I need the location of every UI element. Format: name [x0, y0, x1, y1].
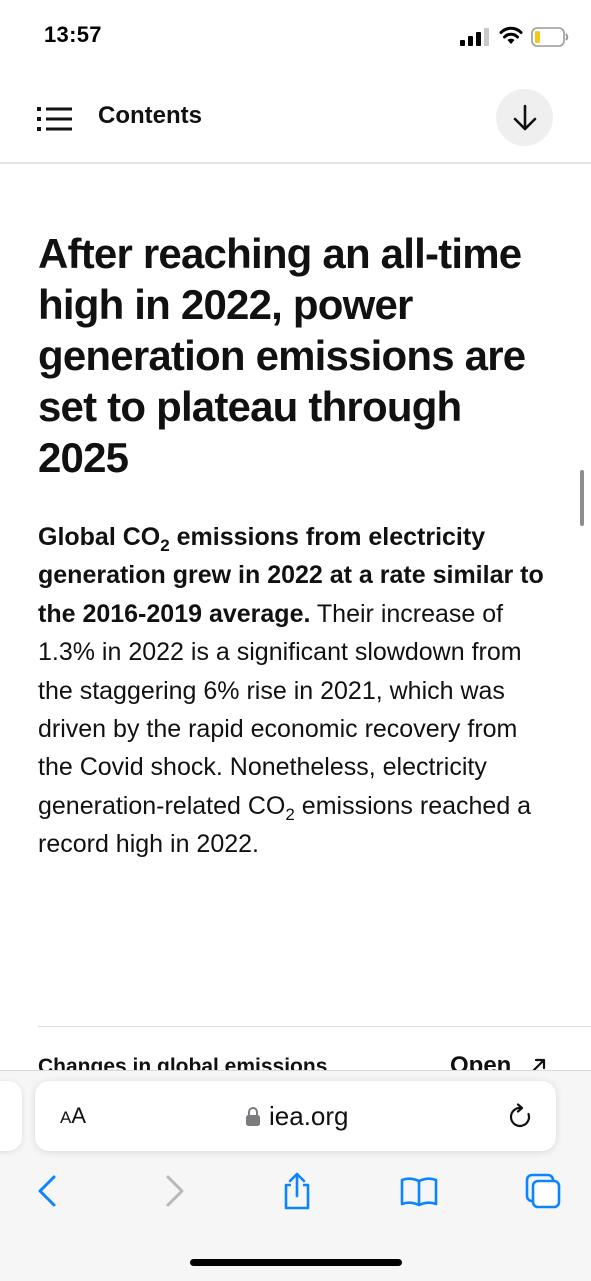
list-icon[interactable]	[37, 106, 73, 132]
status-bar: 13:57	[0, 0, 591, 70]
battery-icon	[531, 27, 569, 47]
tabs-icon[interactable]	[523, 1171, 563, 1211]
contents-button[interactable]: Contents	[98, 102, 202, 129]
share-icon[interactable]	[277, 1171, 317, 1211]
download-button[interactable]	[496, 89, 553, 146]
body-text-1: Their increase of 1.3% in 2022 is a sign…	[38, 599, 522, 820]
article-headline: After reaching an all-time high in 2022,…	[38, 230, 526, 481]
body-text-2: emissions reached a record high in 2022.	[38, 791, 532, 859]
lead-text-2: emissions from electricity generation gr…	[38, 523, 544, 628]
body-subscript: 2	[285, 804, 295, 824]
chevron-right-icon[interactable]	[154, 1171, 194, 1211]
reload-icon[interactable]	[508, 1103, 534, 1131]
status-time: 13:57	[44, 22, 102, 47]
address-bar[interactable]: AA iea.org	[35, 1081, 556, 1151]
lead-subscript: 2	[160, 536, 170, 555]
page-header: Contents	[0, 72, 591, 164]
article-body: Global CO2 emissions from electricity ge…	[38, 518, 558, 864]
arrow-down-icon	[513, 104, 537, 131]
home-indicator	[190, 1259, 402, 1266]
book-icon[interactable]	[399, 1171, 439, 1211]
section-divider	[38, 1026, 591, 1027]
previous-tab-preview[interactable]	[0, 1081, 22, 1151]
lock-icon	[246, 1107, 260, 1126]
lead-text-1: Global CO	[38, 523, 161, 551]
chevron-left-icon[interactable]	[28, 1171, 68, 1211]
reader-settings-button[interactable]: AA	[60, 1103, 87, 1128]
url-text[interactable]: iea.org	[269, 1101, 349, 1131]
lead-sentence: Global CO2 emissions from electricity ge…	[38, 523, 544, 628]
signal-icon	[460, 28, 489, 46]
wifi-icon	[499, 26, 523, 44]
scroll-indicator[interactable]	[580, 470, 584, 526]
